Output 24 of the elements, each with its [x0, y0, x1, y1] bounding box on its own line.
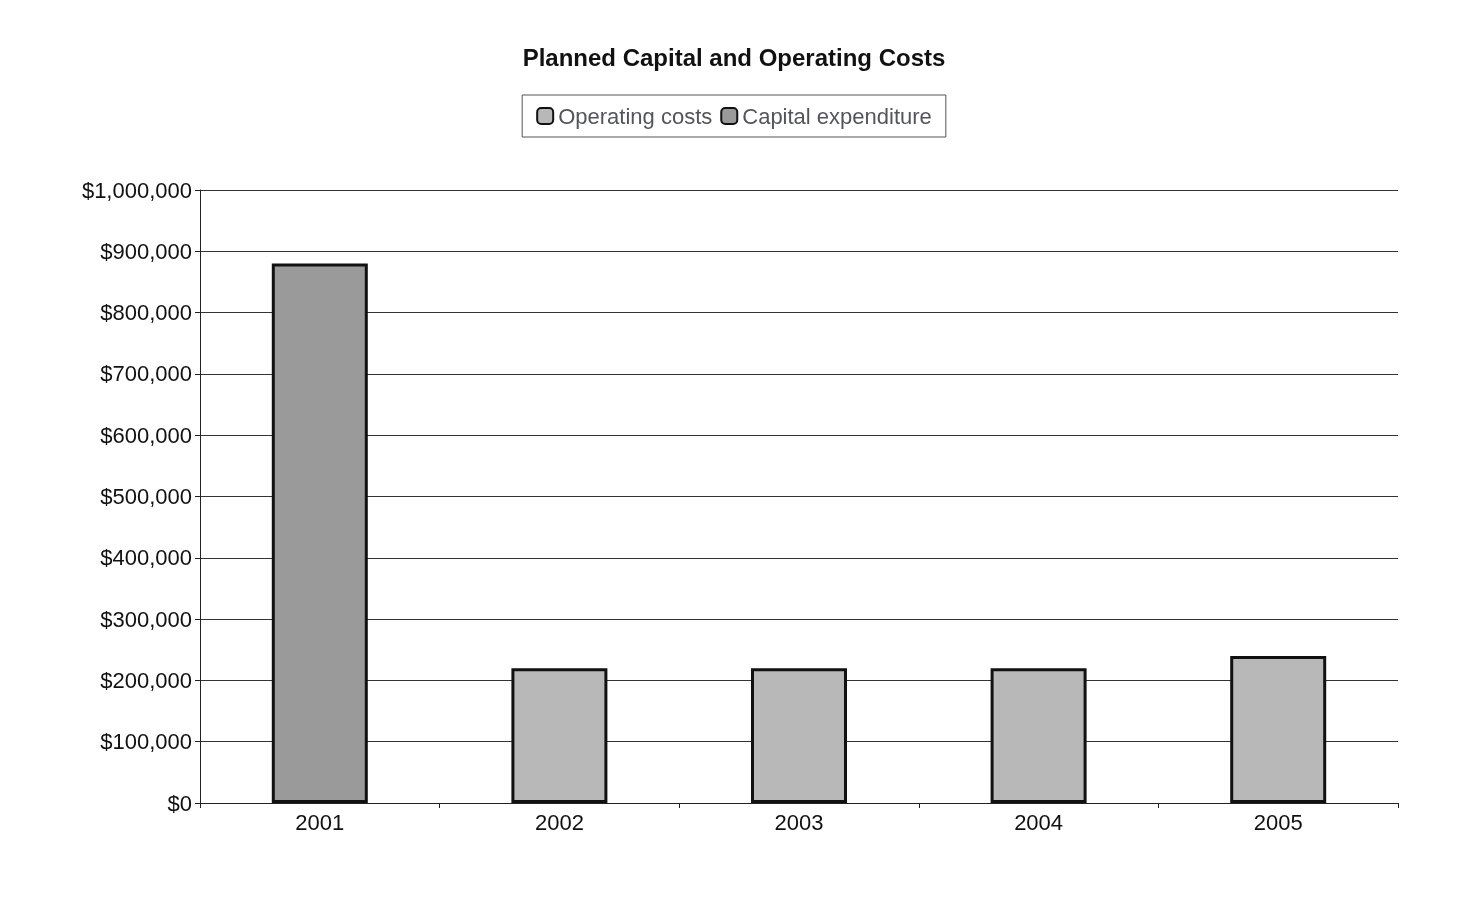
y-tick-label: $200,000	[100, 667, 192, 693]
y-tick-label: $600,000	[100, 422, 192, 448]
x-tick-label: 2002	[534, 809, 584, 835]
bar	[271, 263, 368, 803]
x-tick-label: 2004	[1014, 809, 1064, 835]
legend-label: Capital expenditure	[742, 103, 932, 129]
bar	[511, 668, 608, 803]
y-tick-label: $400,000	[100, 545, 192, 571]
bar	[990, 668, 1087, 803]
y-tick-label: $1,000,000	[81, 177, 192, 203]
x-tick-label: 2001	[295, 809, 345, 835]
y-tick-label: $0	[167, 790, 192, 816]
y-tick-label: $300,000	[100, 606, 192, 632]
x-tick-label: 2005	[1253, 809, 1303, 835]
y-tick-label: $900,000	[100, 238, 192, 264]
y-tick-label: $500,000	[100, 484, 192, 509]
bar	[1230, 655, 1327, 803]
y-tick-label: $800,000	[100, 300, 192, 326]
y-tick-label: $100,000	[100, 729, 192, 755]
y-tick-label: $700,000	[100, 361, 192, 387]
legend-label: Operating costs	[558, 103, 713, 129]
x-tick-label: 2003	[774, 809, 824, 835]
chart-title: Planned Capital and Operating Costs	[522, 43, 946, 71]
bar	[751, 668, 847, 803]
